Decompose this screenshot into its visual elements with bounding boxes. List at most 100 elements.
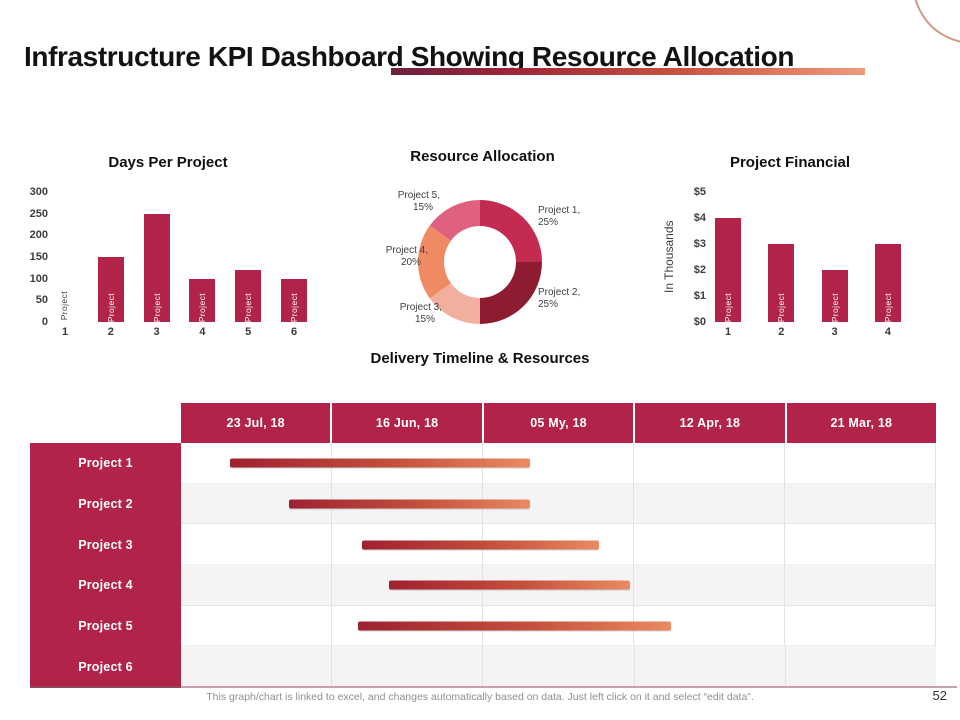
y-axis-tick-label: $5 (693, 186, 706, 198)
timeline-column-header: 21 Mar, 18 (786, 403, 937, 443)
y-axis-tick-label: $3 (693, 238, 706, 250)
gantt-cell (634, 565, 785, 606)
timeline-body (181, 443, 936, 688)
gantt-row-label: Project 3 (78, 537, 133, 552)
gantt-row-label: Project 5 (78, 619, 133, 634)
gantt-row (181, 483, 936, 525)
gantt-cell (634, 524, 785, 566)
donut-slice-5 (429, 200, 480, 241)
bar: Project (768, 244, 795, 322)
bar-data-label: Project (243, 292, 254, 322)
gantt-row (181, 565, 936, 606)
timeline-column-header: 23 Jul, 18 (181, 403, 333, 443)
bar-data-label: Project (829, 292, 840, 322)
donut-slice-3 (429, 283, 480, 324)
gantt-cell (332, 646, 484, 688)
donut-slice-label: Project 1, 25% (538, 205, 581, 228)
x-axis-category-label: 1 (61, 326, 69, 338)
y-axis-tick-label: 0 (41, 316, 48, 328)
timeline-header-row: 23 Jul, 18 16 Jun, 18 05 My, 18 12 Apr, 18 2… (181, 403, 937, 443)
gantt-cell (483, 443, 634, 484)
donut-slice-label: Project 3, 15% (399, 302, 442, 325)
chart-title: Resource Allocation (410, 148, 555, 165)
y-axis-tick-label: 50 (35, 294, 48, 307)
y-axis-tick-label: $4 (693, 212, 706, 224)
footer-note: This graph/chart is linked to excel, and… (206, 691, 754, 703)
project-financial-chart[interactable]: Project Financial In Thousands $5 $4 $3 $2 $… (650, 148, 952, 343)
gantt-row (181, 443, 936, 484)
page-number: 52 (932, 688, 947, 703)
title-divider (391, 68, 865, 75)
gantt-row (181, 524, 936, 566)
bar: Project (715, 218, 741, 322)
days-per-project-chart[interactable]: Days Per Project 300 250 200 150 100 50 0 Proj… (8, 148, 338, 343)
gantt-cell (483, 565, 634, 606)
plot-area: Project Project Project Project Project Proje… (50, 192, 318, 322)
donut-slice-label: Project 2, 25% (538, 287, 581, 310)
bar: Project (874, 244, 901, 322)
bar-data-label: Project (105, 292, 116, 322)
gantt-title: Delivery Timeline & Resources (370, 350, 590, 367)
gantt-cell (181, 605, 332, 647)
y-axis-tick-label: 150 (29, 251, 48, 263)
timeline-column-header: 12 Apr, 18 (635, 403, 787, 443)
gantt-cell (785, 483, 936, 525)
gantt-cell (786, 646, 936, 687)
donut-slice-label: Project 5, 15% (397, 190, 440, 213)
y-axis-tick-label: 250 (29, 207, 48, 220)
bar-data-label: Project (59, 290, 69, 320)
bar: Project (97, 257, 124, 322)
gantt-bar (230, 458, 530, 468)
y-axis-tick-label: 200 (29, 229, 48, 242)
gantt-cell (785, 565, 936, 606)
bar: Project (235, 270, 262, 322)
chart-title: Project Financial (729, 154, 851, 171)
gantt-row-label: Project 4 (78, 578, 133, 593)
gantt-row-label: Project 6 (78, 659, 133, 674)
delivery-timeline-table[interactable]: 23 Jul, 18 16 Jun, 18 05 My, 18 12 Apr, 18 2… (30, 403, 937, 688)
gantt-cell (634, 443, 785, 484)
donut-slice-1 (480, 200, 542, 262)
y-axis-tick-label: $2 (693, 264, 706, 276)
x-axis-category-label: 5 (245, 326, 252, 338)
bar-data-label: Project (882, 292, 893, 322)
gantt-cell (634, 605, 785, 647)
bar: Project (821, 270, 848, 322)
gantt-cell (785, 524, 936, 566)
x-axis-category-label: 1 (724, 326, 732, 338)
y-axis-tick-label: $0 (693, 316, 706, 328)
gantt-cell (483, 646, 635, 688)
gantt-bar (362, 540, 600, 550)
bar-data-label: Project (289, 292, 299, 322)
resource-allocation-chart[interactable]: Resource Allocation Project 1, 25% Projec… (360, 143, 605, 348)
corner-swoosh-decoration (914, 0, 960, 43)
x-axis-category-label: 4 (884, 326, 891, 338)
timeline-column-header: 16 Jun, 18 (332, 403, 484, 443)
corner-arc-path (914, 0, 960, 43)
chart-title: Days Per Project (108, 154, 228, 171)
bar-data-label: Project (197, 292, 208, 322)
gantt-row-label: Project 2 (78, 497, 133, 511)
gantt-row (181, 605, 936, 647)
bar-data-label: Project (151, 292, 162, 322)
y-axis-tick-label: 300 (29, 186, 48, 198)
gantt-bar (288, 499, 530, 509)
bar: Project (281, 278, 307, 322)
gantt-cell (635, 646, 786, 688)
donut-plot (418, 200, 542, 324)
gantt-cell (785, 443, 936, 484)
x-axis-category-label: 6 (290, 326, 298, 338)
bar: Project (189, 278, 216, 322)
gantt-bar (357, 621, 671, 631)
x-axis-category-label: 3 (831, 326, 838, 338)
x-axis: 1 2 3 4 5 6 (50, 326, 318, 340)
footer-divider (30, 686, 957, 688)
gantt-cell (181, 565, 332, 606)
page-title: Infrastructure KPI Dashboard Showing Res… (24, 40, 795, 72)
bar-data-label: Project (776, 292, 787, 322)
bar: Project (143, 213, 170, 322)
timeline-column-header: 05 My, 18 (483, 403, 636, 443)
gantt-cell (785, 605, 936, 647)
gantt-cell (483, 483, 634, 525)
